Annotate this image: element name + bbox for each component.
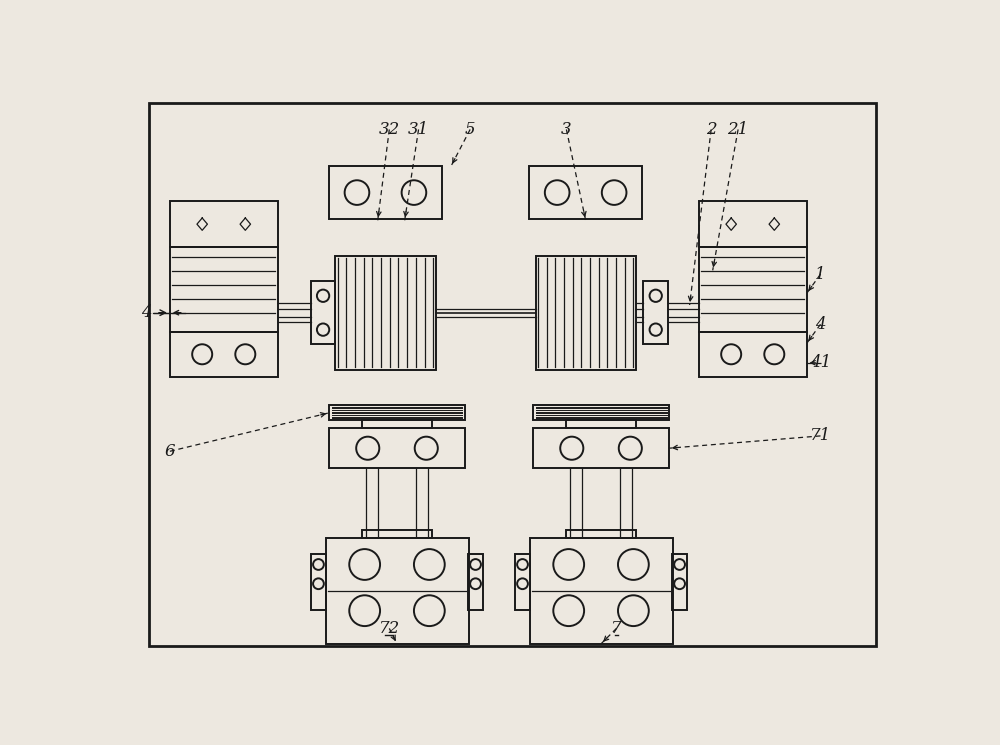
Text: 2: 2 xyxy=(706,121,716,138)
Text: 3: 3 xyxy=(561,121,572,138)
Bar xyxy=(533,428,669,469)
Text: 41: 41 xyxy=(810,355,831,371)
Bar xyxy=(566,420,636,428)
Bar xyxy=(533,405,669,420)
Bar xyxy=(329,166,442,219)
Bar xyxy=(672,554,687,610)
Bar xyxy=(643,281,668,344)
Bar xyxy=(699,332,807,377)
Text: 4: 4 xyxy=(815,316,826,333)
Text: 5: 5 xyxy=(465,121,475,138)
Text: 72: 72 xyxy=(379,620,400,637)
Text: 21: 21 xyxy=(727,121,749,138)
Text: 32: 32 xyxy=(379,121,400,138)
Bar xyxy=(515,554,530,610)
Bar xyxy=(566,530,636,538)
Bar xyxy=(335,256,436,370)
Bar xyxy=(311,554,326,610)
Bar xyxy=(529,166,642,219)
Bar xyxy=(699,247,807,332)
Text: 4: 4 xyxy=(141,304,152,321)
Bar xyxy=(170,247,278,332)
Bar xyxy=(530,538,673,644)
Bar xyxy=(362,530,432,538)
Text: 71: 71 xyxy=(810,428,831,445)
Bar xyxy=(362,420,432,428)
Text: 6: 6 xyxy=(165,443,175,460)
Bar xyxy=(326,538,469,644)
Bar xyxy=(699,201,807,247)
Text: 31: 31 xyxy=(408,121,429,138)
Bar xyxy=(329,428,465,469)
Bar xyxy=(468,554,483,610)
Bar xyxy=(329,405,465,420)
Bar xyxy=(536,256,636,370)
Bar xyxy=(170,332,278,377)
Text: 1: 1 xyxy=(815,266,826,282)
Text: 7: 7 xyxy=(611,620,622,637)
Bar xyxy=(170,201,278,247)
Bar xyxy=(311,281,335,344)
